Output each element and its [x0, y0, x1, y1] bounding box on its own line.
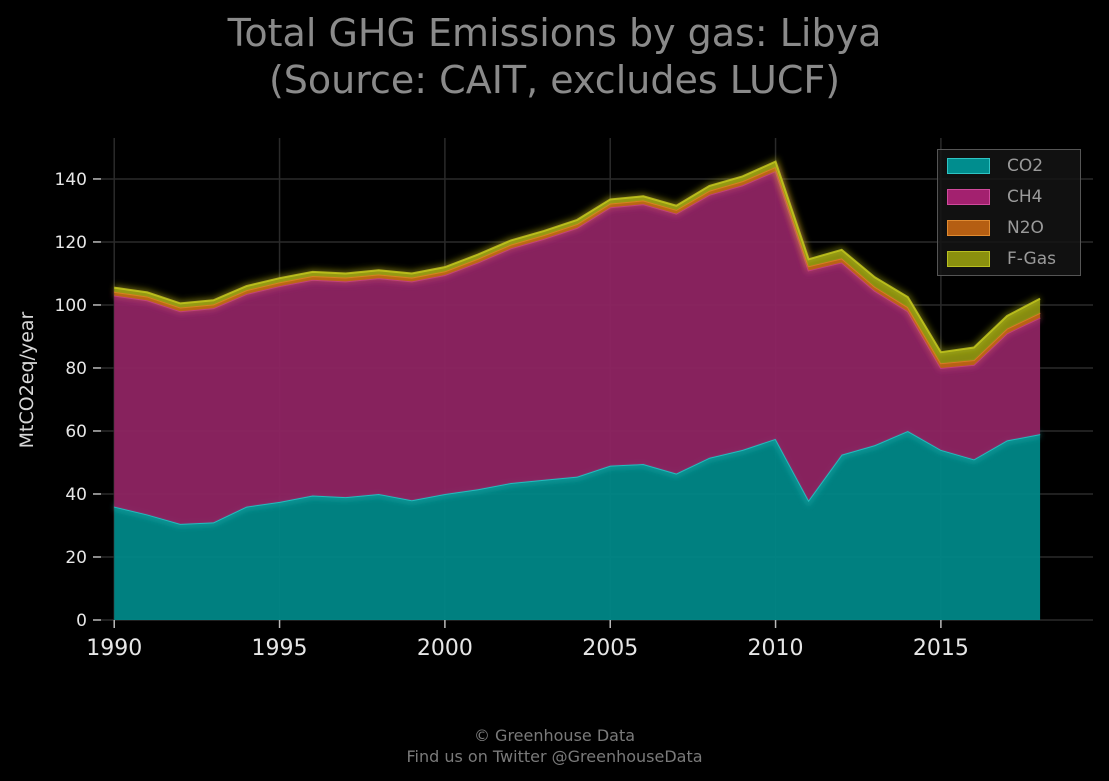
plot-areas: [113, 156, 1042, 620]
legend: CO2 CH4 N2O F-Gas: [937, 149, 1081, 276]
x-tick-label-1990: 1990: [86, 636, 142, 661]
y-tick-label-0: 0: [76, 611, 87, 631]
x-tick-label-2010: 2010: [748, 636, 804, 661]
y-axis-label: MtCO2eq/year: [16, 311, 38, 449]
x-tick-label-2000: 2000: [417, 636, 473, 661]
area-edge-f-gas: [114, 160, 1041, 354]
legend-label-n2o: N2O: [1007, 218, 1044, 238]
legend-swatch-ch4: [947, 189, 990, 205]
legend-item-ch4: CH4: [947, 186, 1042, 208]
legend-swatch-n2o: [947, 220, 990, 236]
y-tick-label-140: 140: [55, 170, 87, 190]
legend-item-co2: CO2: [947, 155, 1043, 177]
y-tick-label-60: 60: [65, 422, 87, 442]
legend-swatch-f-gas: [947, 251, 990, 267]
axes: 0 20 40 60 80 100 120 140 1990 1995 2000 2005 2010 20…: [55, 170, 969, 661]
legend-item-f-gas: F-Gas: [947, 248, 1056, 270]
legend-label-f-gas: F-Gas: [1007, 249, 1056, 269]
chart-title-line2: (Source: CAIT, excludes LUCF): [268, 58, 841, 102]
footer-copyright: © Greenhouse Data: [473, 726, 636, 745]
legend-item-n2o: N2O: [947, 217, 1044, 239]
y-tick-label-100: 100: [55, 296, 87, 316]
x-tick-label-2015: 2015: [913, 636, 969, 661]
y-tick-label-120: 120: [55, 233, 87, 253]
footer-twitter: Find us on Twitter @GreenhouseData: [406, 747, 703, 766]
area-ch4: [114, 171, 1041, 524]
area-co2: [114, 430, 1041, 620]
legend-label-ch4: CH4: [1007, 187, 1043, 207]
x-tick-label-2005: 2005: [582, 636, 638, 661]
legend-label-co2: CO2: [1007, 156, 1044, 176]
x-tick-label-1995: 1995: [252, 636, 308, 661]
y-tick-label-80: 80: [65, 359, 87, 379]
legend-swatch-co2: [947, 158, 990, 174]
chart-title-line1: Total GHG Emissions by gas: Libya: [227, 11, 882, 55]
y-tick-label-40: 40: [65, 485, 87, 505]
y-tick-label-20: 20: [65, 548, 87, 568]
